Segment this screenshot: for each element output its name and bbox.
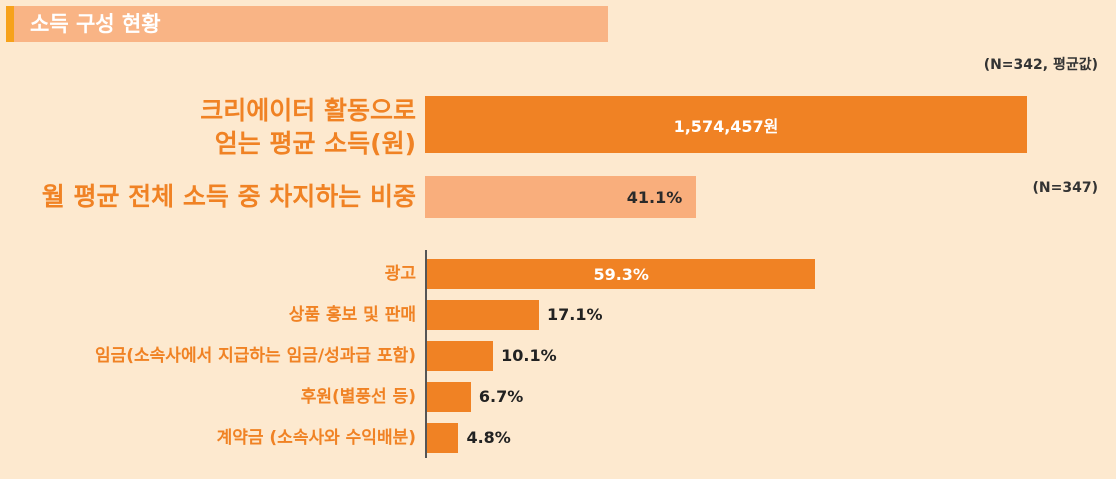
category-value: 17.1% bbox=[547, 305, 603, 324]
title-accent bbox=[6, 6, 14, 42]
income-share-label: 월 평균 전체 소득 중 차지하는 비중 bbox=[41, 182, 416, 211]
category-bar: 59.3% bbox=[427, 259, 816, 289]
avg-income-label-line-2: 얻는 평균 소득(원) bbox=[214, 129, 416, 158]
income-share-value: 41.1% bbox=[626, 187, 683, 207]
sample-note-mid: (N=347) bbox=[1032, 180, 1098, 196]
category-bar bbox=[427, 423, 459, 453]
category-axis-line bbox=[425, 250, 427, 458]
category-value: 59.3% bbox=[593, 264, 649, 284]
category-bar bbox=[427, 300, 539, 330]
category-label: 상품 홍보 및 판매 bbox=[288, 305, 416, 325]
avg-income-label: 크리에이터 활동으로 얻는 평균 소득(원) bbox=[200, 94, 416, 160]
title-bar bbox=[6, 6, 608, 42]
category-value: 10.1% bbox=[501, 346, 557, 365]
chart-title: 소득 구성 현황 bbox=[30, 12, 161, 36]
category-value: 4.8% bbox=[466, 428, 511, 447]
avg-income-value: 1,574,457원 bbox=[673, 116, 779, 136]
category-label: 임금(소속사에서 지급하는 임금/성과급 포함) bbox=[94, 346, 416, 366]
category-label: 후원(별풍선 등) bbox=[300, 387, 416, 407]
category-label: 계약금 (소속사와 수익배분) bbox=[216, 428, 416, 448]
avg-income-bar: 1,574,457원 bbox=[425, 96, 1027, 153]
avg-income-label-line-1: 크리에이터 활동으로 bbox=[200, 96, 416, 125]
category-bar bbox=[427, 382, 471, 412]
income-share-bar: 41.1% bbox=[425, 176, 697, 218]
category-bar bbox=[427, 341, 494, 371]
category-value: 6.7% bbox=[478, 387, 524, 406]
sample-note-top: (N=342, 평균값) bbox=[983, 57, 1098, 73]
category-label: 광고 bbox=[384, 264, 416, 284]
